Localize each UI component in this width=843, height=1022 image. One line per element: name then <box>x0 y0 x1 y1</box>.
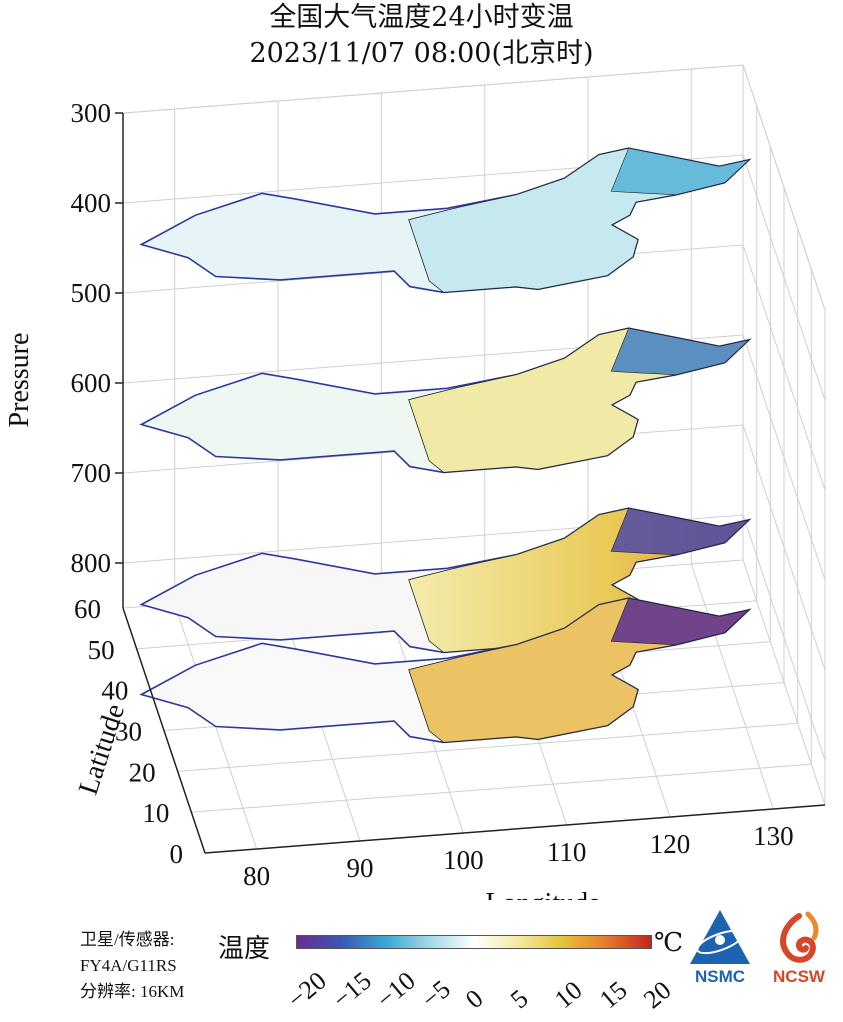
y-axis-label: Latitude <box>73 700 131 798</box>
nsmc-logo: NSMC <box>690 910 750 986</box>
x-tick-label: 90 <box>347 853 374 883</box>
colorbar-label: 温度 <box>218 934 271 964</box>
y-axis-line <box>122 607 206 854</box>
x-axis-line <box>204 804 826 854</box>
colorbar-tick-label: 10 <box>549 975 588 1015</box>
colorbar-tick-label: −5 <box>415 974 456 1015</box>
3d-plot: 300 400 500 600 700 800 010 20 30 40 50 60 80 90 100 11… <box>4 64 826 900</box>
svg-text:NCSW: NCSW <box>773 967 826 986</box>
colorbar <box>296 935 652 949</box>
ncsw-logo: NCSW <box>773 911 826 986</box>
y-tick-label: 40 <box>101 676 128 706</box>
resolution-text: 分辨率: 16KM <box>80 982 185 1001</box>
chart-subtitle: 2023/11/07 08:00(北京时) <box>249 38 594 69</box>
layer-350 <box>139 147 752 294</box>
layer-map-northeast <box>610 597 751 646</box>
layer-map-northeast <box>610 147 751 196</box>
z-axis-label: Pressure <box>4 333 35 428</box>
satellite-value: FY4A/G11RS <box>80 956 177 975</box>
colorbar-tick-label: 0 <box>460 983 489 1015</box>
z-tick-label: 800 <box>71 548 112 578</box>
layer-850 <box>139 597 752 744</box>
colorbar-tick-label: 15 <box>593 975 633 1015</box>
layer-map-northeast <box>610 507 751 556</box>
x-tick-label: 120 <box>650 829 691 859</box>
tick-labels: 300 400 500 600 700 800 010 20 30 40 50 60 80 90 100 11… <box>71 98 794 891</box>
grid-line <box>177 722 798 772</box>
colorbar-tick-label: −15 <box>326 965 377 1015</box>
y-tick-label: 0 <box>170 839 184 869</box>
pressure-layers <box>139 147 752 744</box>
z-tick-label: 300 <box>71 98 112 128</box>
grid-line <box>191 763 812 813</box>
colorbar-tick-label: 5 <box>504 983 534 1015</box>
z-tick-label: 600 <box>71 368 112 398</box>
z-tick-label: 400 <box>71 188 112 218</box>
y-tick-label: 20 <box>129 757 156 787</box>
chart-title: 全国大气温度24小时变温 <box>269 2 574 33</box>
y-tick-label: 10 <box>142 798 169 828</box>
colorbar-tick-label: −20 <box>282 965 332 1015</box>
svg-text:NSMC: NSMC <box>695 967 745 986</box>
colorbar-tick-label: −10 <box>371 965 421 1015</box>
x-tick-label: 110 <box>547 837 587 867</box>
x-tick-label: 100 <box>443 845 484 875</box>
colorbar-unit: ℃ <box>654 928 684 958</box>
y-tick-label: 30 <box>115 717 142 747</box>
layer-550 <box>139 327 752 474</box>
layer-map-northeast <box>610 327 751 376</box>
satellite-label: 卫星/传感器: <box>80 930 175 949</box>
x-tick-label: 80 <box>243 861 270 891</box>
z-tick-label: 700 <box>71 458 112 488</box>
axes <box>122 113 826 854</box>
y-tick-label: 60 <box>74 594 101 624</box>
x-tick-label: 130 <box>753 821 794 851</box>
colorbar-tick-label: 20 <box>638 975 677 1015</box>
x-axis-label: Longitude <box>485 888 600 900</box>
z-tick-label: 500 <box>71 278 112 308</box>
y-tick-label: 50 <box>88 635 115 665</box>
